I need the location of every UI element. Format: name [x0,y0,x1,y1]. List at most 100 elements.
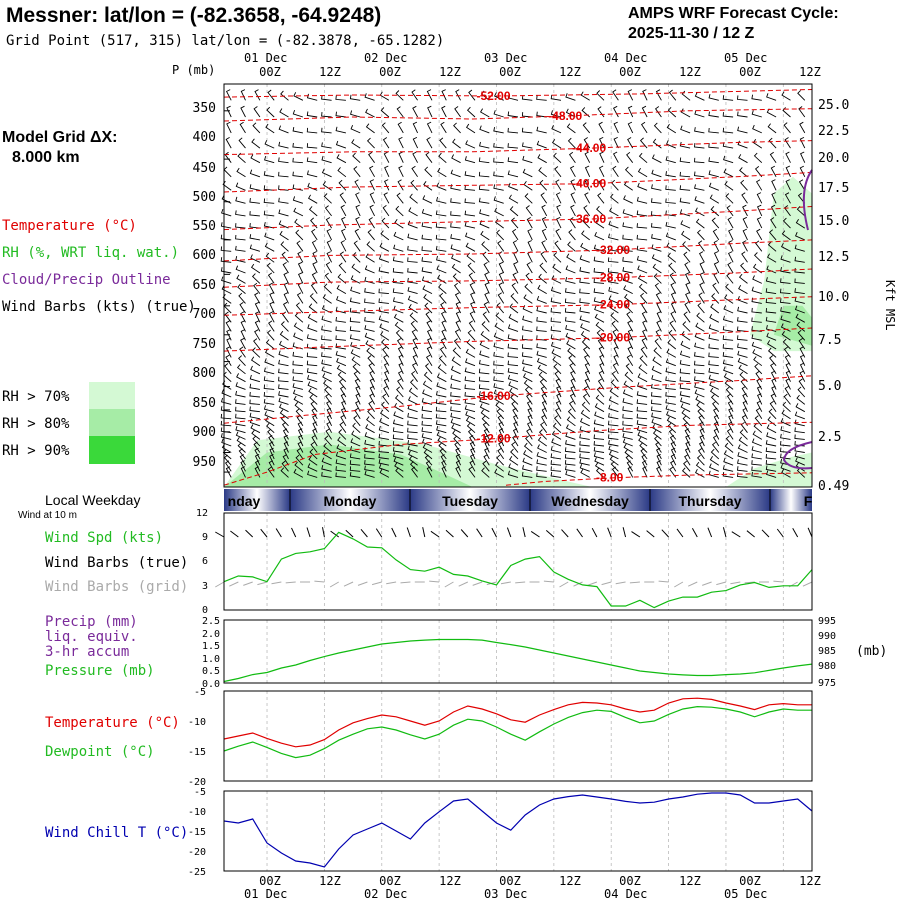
legend-cloud: Cloud/Precip Outline [2,272,171,288]
wind-barb [249,383,260,390]
wind-barb [263,221,275,229]
wind-barb [580,417,590,427]
wind-barb [222,449,232,460]
wind-barb [468,89,476,101]
wind-barb [226,337,232,350]
wind-barb [268,435,275,447]
wind-barb [379,91,390,101]
wind-barb [609,387,619,398]
wind-barb [667,422,677,434]
wind-barb [308,303,318,314]
wind-barb [513,414,519,426]
wind-barb [650,406,662,413]
wind-barb [536,140,547,149]
wind-barb-true [430,530,440,538]
wind-barb [737,95,748,101]
wind-barb [766,470,777,478]
wind-barb [594,462,605,472]
wind-barb-true [291,527,297,538]
hour-label: 12Z [799,65,821,79]
height-tick: 22.5 [818,124,849,139]
wind-barb [398,354,404,366]
wind-barb [622,432,633,440]
wind-barb [510,448,519,460]
wind-barb [682,415,691,427]
wind-barb [623,380,633,390]
wind-barb [421,267,433,274]
wind-barb [312,251,318,263]
wind-barb [238,355,246,367]
wind-barb [321,457,332,466]
wind-barb [292,383,304,390]
wind-barb [507,352,519,358]
wind-barb [780,426,791,434]
wind-barb [651,365,662,375]
wind-barb [697,408,705,420]
wind-barb [364,265,375,274]
wind-barb [293,207,304,217]
wind-barb [349,334,361,341]
wind-barb [525,205,533,217]
wind-barb [583,386,591,398]
wind-barb [737,343,748,350]
wind-barb [797,386,806,398]
wind-barb [584,192,591,204]
bottom-hour-labels: 00Z 12Z 00Z 12Z 00Z 12Z 00Z 12Z 00Z 12Z [259,874,821,888]
wind-barb [536,466,547,472]
wind-barb [321,325,332,332]
wind-barb [426,329,433,341]
wind-barb [538,429,548,440]
wind-barb [412,105,418,118]
wind-barb [454,106,461,118]
wind-barbs-grid [215,580,813,588]
wind-barb [392,278,404,284]
wind-barb [654,435,662,447]
wind-barb [642,466,648,478]
wind-barb [296,240,304,252]
wind-barb [438,152,447,164]
wind-barb [665,156,676,164]
wind-barb [564,465,576,472]
wind-barb [423,449,433,460]
wind-barb [437,167,447,178]
wind-barb [379,468,390,478]
chill-panel-grid [266,791,784,871]
wind-barb [281,251,289,263]
wind-barb [737,350,748,358]
wind-barb [708,334,719,341]
wind-barb [523,379,533,390]
height-tick: 25.0 [818,98,849,113]
wind-barb [799,121,806,134]
wind-barb [553,415,562,427]
wind-barb [282,454,289,466]
wind-barb [468,272,476,284]
wind-barb [452,138,461,149]
wind-barb [507,170,519,178]
wind-barb [263,405,275,413]
wind-barb-true [607,527,612,538]
wind-barb [224,460,232,472]
wind-barb [306,360,318,367]
wind-barb [307,182,318,191]
wind-barb [611,320,619,332]
wind-barb-grid [400,581,411,584]
wind-barb [354,179,361,191]
wind-barb [392,446,404,453]
wind-barb [422,389,433,398]
wind-barb [383,378,390,390]
wind-barb [455,89,461,101]
wind-barb [292,360,303,367]
wind-barb-true [807,527,813,538]
temperature-line [223,697,812,748]
wind-barb [450,418,461,427]
wind-barb [268,320,275,332]
pressure-tick: 450 [193,161,216,176]
wind-barb [536,350,547,358]
wind-barb [682,321,691,332]
wind-barb [780,288,791,295]
hour-label: 12Z [679,874,701,888]
wind-barb [493,184,504,191]
wind-barb [264,411,275,420]
wind-barb [527,228,533,241]
wind-barb [349,307,361,314]
